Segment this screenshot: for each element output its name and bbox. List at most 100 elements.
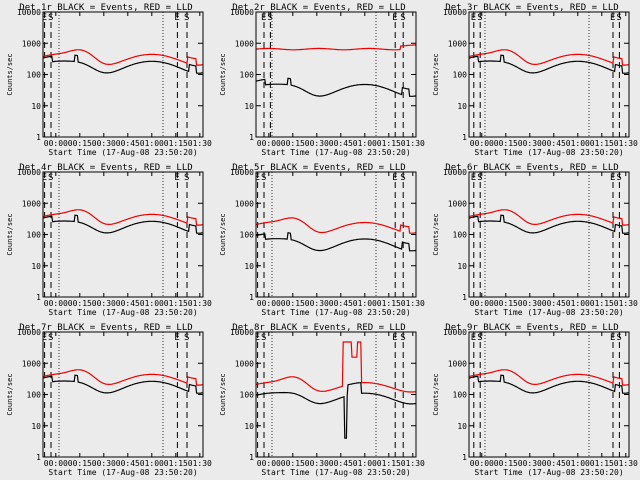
x-tick-label: 01:15 <box>377 139 401 148</box>
y-tick-label: 10 <box>457 422 467 431</box>
panel-title: Det 9r BLACK = Events, RED = LLD <box>445 323 618 333</box>
x-tick-label: 01:15 <box>377 299 401 308</box>
x-axis-label: Start Time (17-Aug-08 23:50:20) <box>48 468 197 477</box>
marker-label: S <box>400 333 405 343</box>
y-axis-label: Counts/sec <box>6 373 14 415</box>
marker-label: E <box>261 13 266 23</box>
x-tick-label: 01:30 <box>614 139 638 148</box>
plot-frame <box>255 331 417 458</box>
x-tick-label: 00:30 <box>518 139 542 148</box>
x-tick-label: 01:30 <box>401 139 425 148</box>
marker-label: E <box>610 13 615 23</box>
x-tick-label: 01:15 <box>590 299 614 308</box>
marker-label: E <box>471 333 476 343</box>
y-tick-label: 10000 <box>17 168 41 177</box>
y-tick-label: 100 <box>27 71 42 80</box>
x-tick-label: 00:30 <box>305 139 329 148</box>
y-tick-label: 100 <box>27 231 42 240</box>
plot-frame <box>468 11 630 138</box>
marker-label: E <box>610 333 615 343</box>
plot-frame <box>255 171 417 298</box>
y-axis-label: Counts/sec <box>219 213 227 255</box>
series-red <box>255 341 417 393</box>
x-axis-label: Start Time (17-Aug-08 23:50:20) <box>48 148 197 157</box>
y-tick-label: 10 <box>244 262 254 271</box>
x-tick-label: 00:15 <box>494 459 518 468</box>
x-tick-label: 00:45 <box>116 139 140 148</box>
y-tick-label: 10000 <box>230 8 254 17</box>
x-tick-label: 00:15 <box>494 139 518 148</box>
panel-title: Det 8r BLACK = Events, RED = LLD <box>232 323 405 333</box>
marker-label: S <box>616 333 621 343</box>
marker-label: S <box>48 13 53 23</box>
y-tick-label: 1 <box>462 453 467 462</box>
marker-label: S <box>48 173 53 183</box>
series-red <box>255 44 417 51</box>
y-tick-label: 1 <box>462 133 467 142</box>
y-tick-label: 10 <box>457 262 467 271</box>
y-tick-label: 1000 <box>448 39 467 48</box>
x-tick-label: 00:15 <box>281 299 305 308</box>
y-tick-label: 1 <box>36 293 41 302</box>
marker-label: S <box>400 173 405 183</box>
series-red <box>42 49 204 66</box>
marker-label: E <box>255 333 260 343</box>
x-tick-label: 00:30 <box>518 459 542 468</box>
series-black <box>42 374 204 394</box>
y-tick-label: 1 <box>249 133 254 142</box>
marker-label: S <box>267 13 272 23</box>
y-axis-label: Counts/sec <box>432 373 440 415</box>
x-axis-label: Start Time (17-Aug-08 23:50:20) <box>48 308 197 317</box>
y-tick-label: 1 <box>249 453 254 462</box>
marker-label: S <box>477 13 482 23</box>
x-tick-label: 00:30 <box>305 459 329 468</box>
y-tick-label: 100 <box>453 71 468 80</box>
y-tick-label: 1 <box>249 293 254 302</box>
x-tick-label: 00:45 <box>542 299 566 308</box>
x-axis-label: Start Time (17-Aug-08 23:50:20) <box>474 308 623 317</box>
x-tick-label: 00:00 <box>44 299 68 308</box>
marker-label: E <box>42 173 47 183</box>
x-tick-label: 01:15 <box>164 139 188 148</box>
marker-label: S <box>477 333 482 343</box>
y-tick-label: 100 <box>453 231 468 240</box>
y-axis-label: Counts/sec <box>432 213 440 255</box>
series-black <box>255 232 417 252</box>
marker-label: E <box>471 173 476 183</box>
y-tick-label: 100 <box>453 391 468 400</box>
y-tick-label: 100 <box>240 231 255 240</box>
panel-title: Det 7r BLACK = Events, RED = LLD <box>19 323 192 333</box>
marker-label: E <box>174 333 179 343</box>
y-axis-label: Counts/sec <box>219 53 227 95</box>
x-tick-label: 01:00 <box>140 459 164 468</box>
marker-label: S <box>477 173 482 183</box>
x-axis-label: Start Time (17-Aug-08 23:50:20) <box>474 468 623 477</box>
marker-label: E <box>392 13 397 23</box>
y-tick-label: 1000 <box>22 199 41 208</box>
y-tick-label: 100 <box>240 71 255 80</box>
y-tick-label: 10 <box>31 422 41 431</box>
y-tick-label: 10 <box>244 422 254 431</box>
x-tick-label: 00:45 <box>329 299 353 308</box>
x-tick-label: 01:30 <box>614 299 638 308</box>
marker-label: S <box>184 13 189 23</box>
x-tick-label: 00:00 <box>470 459 494 468</box>
marker-label: S <box>400 13 405 23</box>
y-tick-label: 10000 <box>230 328 254 337</box>
marker-label: E <box>42 13 47 23</box>
y-tick-label: 10000 <box>17 328 41 337</box>
y-tick-label: 100 <box>27 391 42 400</box>
marker-label: S <box>48 333 53 343</box>
x-tick-label: 01:00 <box>353 299 377 308</box>
y-axis-label: Counts/sec <box>6 213 14 255</box>
y-tick-label: 1 <box>36 133 41 142</box>
y-tick-label: 1000 <box>235 359 254 368</box>
y-tick-label: 1000 <box>448 199 467 208</box>
marker-label: S <box>616 173 621 183</box>
